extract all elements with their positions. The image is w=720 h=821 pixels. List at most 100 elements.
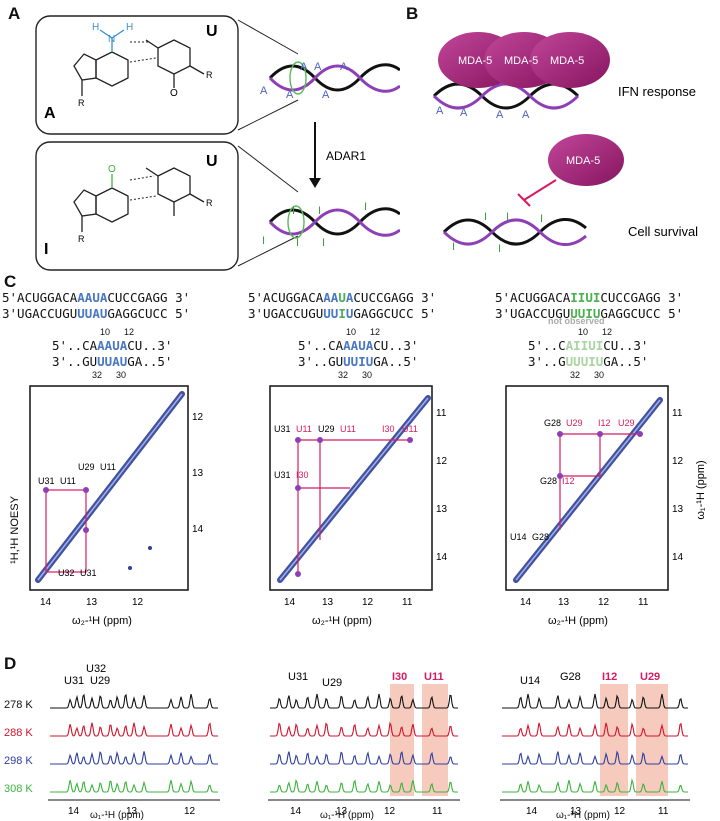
trace-2-1	[270, 693, 458, 709]
peak-2c	[407, 437, 413, 443]
s1-lbl-u31b: U31	[80, 568, 97, 578]
inosine-structure	[73, 174, 129, 232]
seq1-bottom: 3'UGACCUGUUUAUGAGGCUCC 5'	[2, 306, 191, 321]
peak-1e	[128, 566, 132, 570]
zoom1-num-10: 10	[100, 327, 111, 337]
inhibition-bar	[517, 193, 531, 207]
s3-yt-11: 11	[672, 408, 683, 419]
b-i-2: I	[506, 211, 509, 223]
nmr-traces	[50, 693, 688, 793]
d3-t11: 11	[658, 806, 669, 817]
h-atom-1: H	[92, 22, 99, 33]
b-a-4: A	[436, 105, 444, 117]
helix-i-5: I	[296, 237, 299, 249]
adar1-label: ADAR1	[326, 149, 366, 163]
noesy-spectra: ¹H,¹H NOESY U31 U11 U29 U11 U32 U31 14 1…	[9, 385, 707, 627]
s3-yt-14: 14	[672, 552, 684, 563]
d2-t12: 12	[384, 806, 396, 817]
s1-yt-13: 13	[192, 468, 204, 479]
b-i-3: I	[540, 213, 543, 225]
d3-xlabel: ω₁-¹H (ppm)	[556, 810, 610, 821]
s3-lbl-i12: I12	[598, 418, 611, 428]
s3-yt-12: 12	[672, 456, 684, 467]
s2-xt-11: 11	[402, 597, 413, 608]
peak-2e	[295, 571, 301, 577]
s2-yt-14: 14	[436, 552, 448, 563]
spectrum-3: G28 U29 I12 U29 G28 I12 U14 G28 14 13 12…	[505, 385, 707, 627]
d3-lbl-g28: G28	[560, 671, 581, 683]
zoom2-num-30: 30	[362, 370, 373, 380]
seq2-top: 5'ACUGGACAAAUACUCCGAGG 3'	[248, 290, 437, 305]
diagonal-3-core	[515, 399, 661, 581]
s1-lbl-u29: U29	[78, 462, 95, 472]
panel-letter-c: C	[4, 272, 17, 291]
trace-2-3	[270, 751, 458, 765]
helix-bottom-highlight	[287, 205, 305, 239]
r-label-u2: R	[206, 198, 213, 208]
s2-xt-14: 14	[284, 597, 296, 608]
seq1-top: 5'ACUGGACAAAUACUCCGAGG 3'	[2, 290, 191, 305]
s3-lbl-g28b: G28	[540, 476, 557, 486]
zoom2-num-32: 32	[338, 370, 349, 380]
s1-xt-13: 13	[86, 597, 98, 608]
diagonal-1-core	[37, 393, 183, 581]
spectrum-1: U31 U11 U29 U11 U32 U31 14 13 12 ω₂-¹H (…	[29, 385, 204, 627]
o-atom-green: O	[108, 164, 116, 175]
seq2-bottom: 3'UGACCUGUUUIUGAGGCUCC 5'	[248, 306, 437, 321]
seq3-bottom: 3'UGACCUGUUUIUGAGGCUCC 5'	[495, 306, 684, 321]
zoom3-num-32: 32	[570, 370, 581, 380]
zoom3-num-10: 10	[578, 327, 589, 337]
temp-298: 298 K	[4, 755, 33, 767]
zoom2-num-10: 10	[346, 327, 357, 337]
panel-letter-b: B	[406, 4, 419, 23]
helix-a-3: A	[340, 61, 348, 73]
mda5-label-free: MDA-5	[566, 155, 600, 167]
o-atom: O	[170, 88, 178, 99]
trace-1-1	[50, 693, 218, 709]
zoom2-top: 5'..CAAAUACU..3'	[298, 338, 419, 353]
d1-lbl-u29: U29	[90, 675, 110, 687]
s2-yt-11: 11	[436, 408, 447, 419]
peak-3d	[557, 473, 563, 479]
aU-pair-box	[35, 15, 239, 135]
temp-288: 288 K	[4, 727, 33, 739]
helix-a-4: A	[260, 85, 268, 97]
d1-lbl-u31: U31	[64, 675, 84, 687]
s1-yt-12: 12	[192, 412, 204, 423]
trace-1-2	[50, 722, 218, 737]
panel-d-spectra: 278 K 288 K 298 K 308 K U32 U31 U29 U31 …	[4, 663, 690, 817]
mda5-label-3: MDA-5	[550, 55, 584, 67]
r-label-u: R	[206, 70, 213, 80]
s2-xt-13: 13	[322, 597, 334, 608]
temp-278: 278 K	[4, 699, 33, 711]
d3-t14: 14	[526, 806, 538, 817]
zoom-line-1	[237, 19, 299, 55]
d2-t11: 11	[432, 806, 443, 817]
s1-yt-14: 14	[192, 524, 204, 535]
cell-survival-label: Cell survival	[628, 224, 698, 239]
s2-lbl-u11b: U11	[340, 424, 356, 434]
d2-lbl-u31: U31	[288, 671, 308, 683]
h-bond-3	[129, 175, 155, 181]
d3-lbl-i12: I12	[602, 671, 617, 683]
s1-xlabel: ω₂-¹H (ppm)	[72, 615, 132, 627]
panel-letter-a: A	[8, 4, 21, 23]
iU-pair-box	[35, 141, 239, 271]
trace-3-4	[502, 778, 688, 793]
zoom-line-2	[237, 99, 299, 131]
base-u-label-top: U	[206, 23, 218, 40]
peak-1a	[43, 487, 49, 493]
s3-xt-13: 13	[558, 597, 570, 608]
s1-xt-12: 12	[132, 597, 144, 608]
d1-t12: 12	[184, 806, 196, 817]
b-helix-top	[432, 82, 580, 110]
b-i-4: I	[452, 241, 455, 253]
s1-lbl-u11: U11	[60, 476, 76, 486]
d3-t13: 13	[570, 806, 582, 817]
s2-yt-12: 12	[436, 456, 448, 467]
zoom3-top: 5'..CAIIUICU..3'	[528, 338, 649, 353]
trace-3-1	[502, 693, 688, 709]
b-helix-bottom	[442, 218, 587, 246]
panel-a-figure: H H N R A R U O O R I R U A A A	[35, 15, 400, 271]
d2-t13: 13	[336, 806, 348, 817]
